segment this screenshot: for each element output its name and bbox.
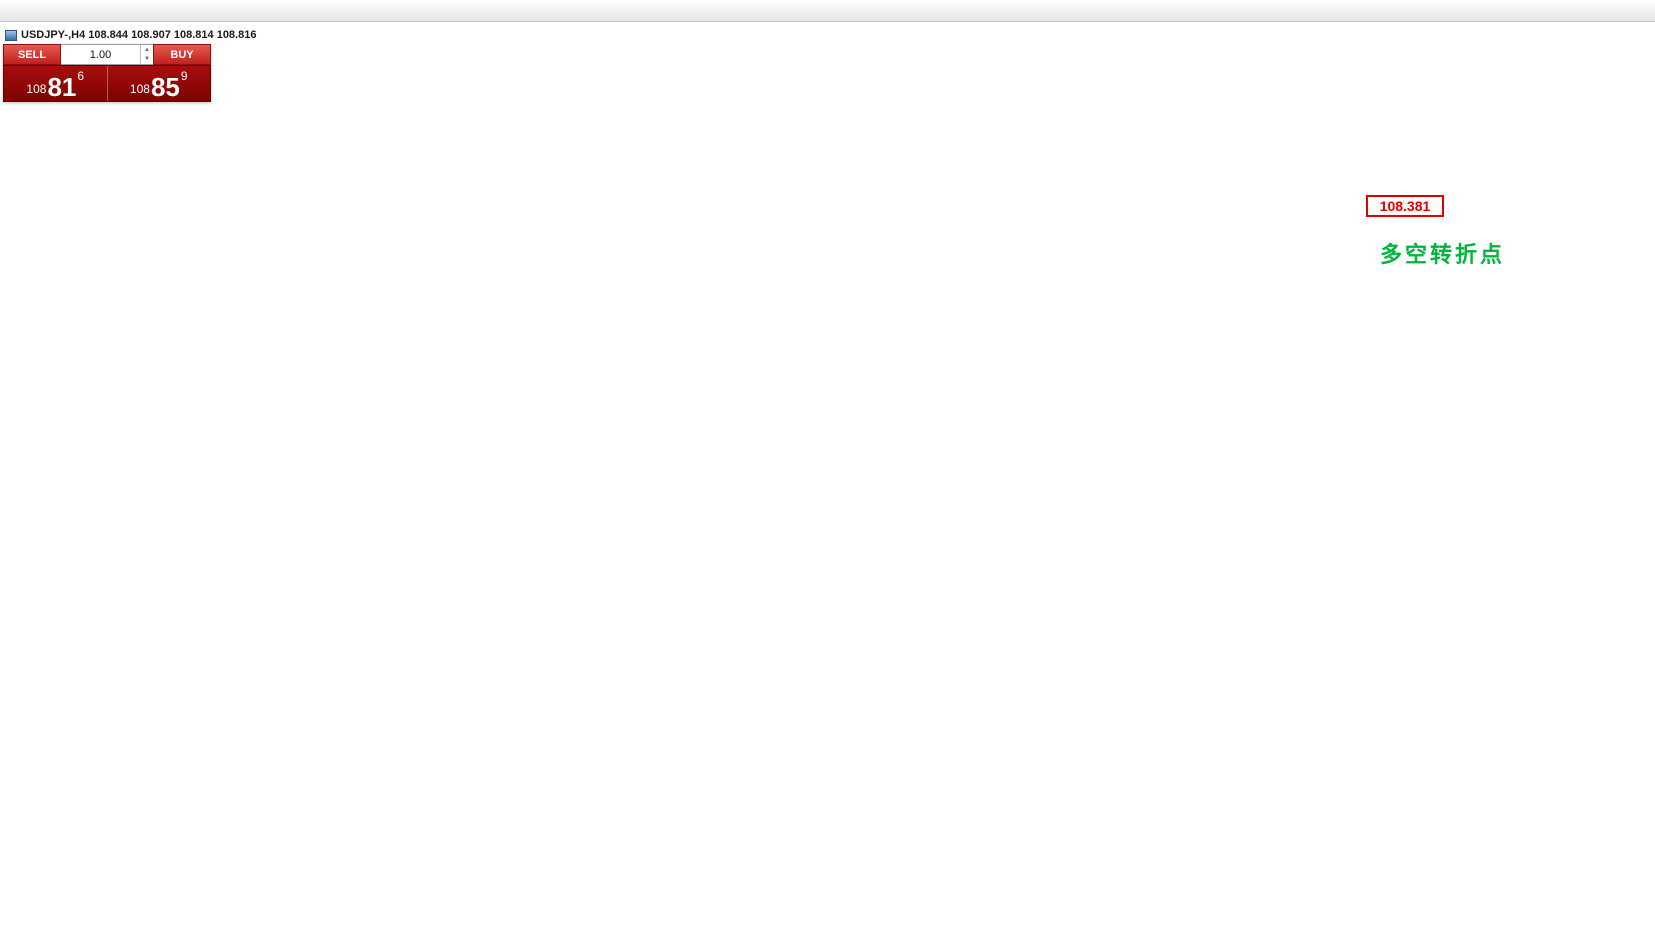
bid-pips: 81 — [47, 71, 77, 102]
price-divider — [106, 66, 108, 101]
chart-mini-icon — [5, 29, 17, 41]
top-toolbar — [0, 0, 1655, 22]
ask-pips: 85 — [150, 71, 180, 102]
symbol-ohlc-text: USDJPY-,H4 108.844 108.907 108.814 108.8… — [21, 29, 257, 41]
volume-value[interactable]: 1.00 — [89, 48, 112, 61]
price-chart-svg — [0, 22, 1655, 949]
buy-price-button[interactable]: 108 85 9 — [108, 66, 211, 101]
volume-spinner: ▲ ▼ — [140, 45, 153, 64]
bid-prefix: 108 — [26, 82, 47, 96]
sell-price-button[interactable]: 108 81 6 — [4, 66, 107, 101]
volume-field[interactable]: 1.00 ▲ ▼ — [61, 44, 153, 65]
bid-point: 6 — [77, 69, 85, 83]
volume-up-button[interactable]: ▲ — [144, 46, 150, 53]
turning-point-note[interactable]: 多空转折点 — [1380, 242, 1506, 267]
buy-button[interactable]: BUY — [153, 44, 211, 65]
ask-point: 9 — [180, 69, 188, 83]
symbol-info: USDJPY-,H4 108.844 108.907 108.814 108.8… — [5, 29, 256, 41]
volume-down-button[interactable]: ▼ — [144, 56, 150, 63]
price-annotation-box[interactable]: 108.381 — [1366, 195, 1444, 217]
sell-button[interactable]: SELL — [3, 44, 61, 65]
one-click-trading-widget: SELL 1.00 ▲ ▼ BUY 108 81 6 108 85 9 — [3, 44, 211, 102]
ask-prefix: 108 — [129, 82, 150, 96]
